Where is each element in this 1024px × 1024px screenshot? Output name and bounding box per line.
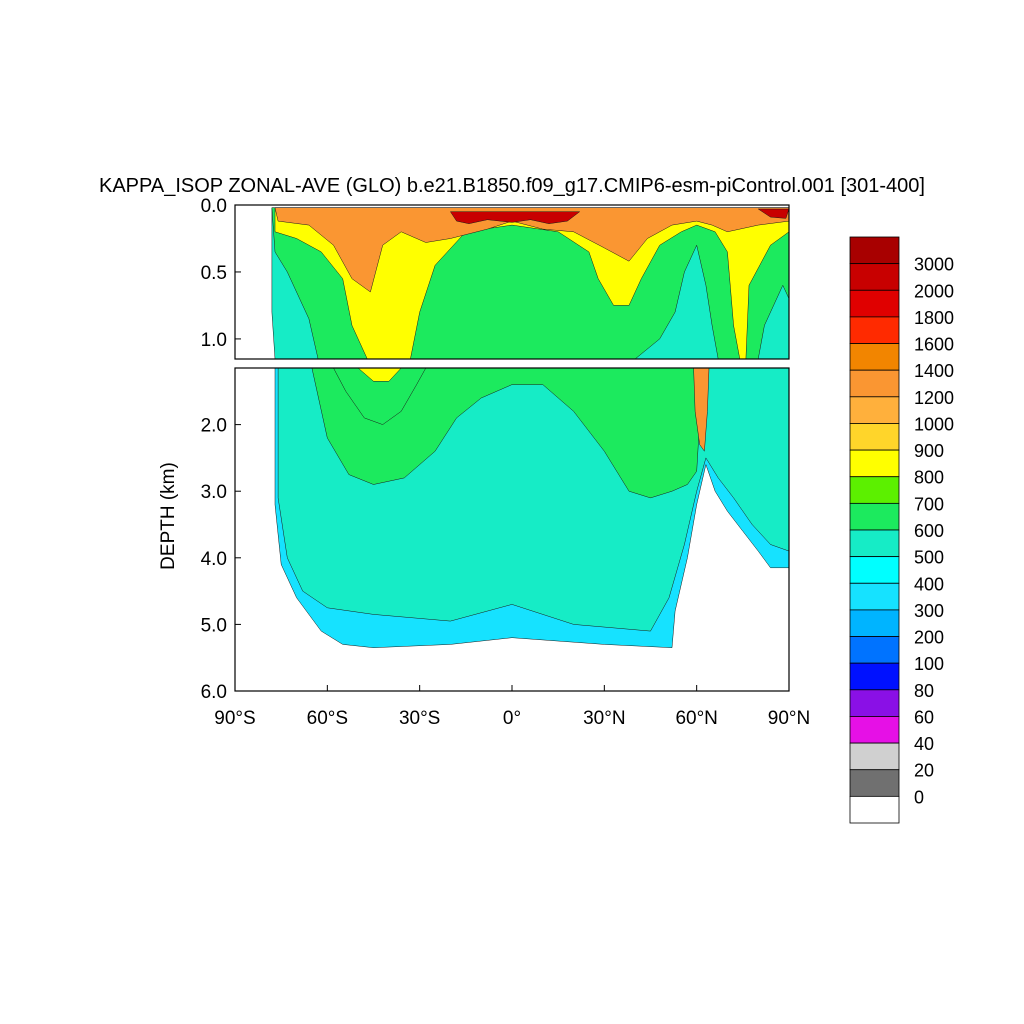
upper-ocean-zone — [274, 207, 790, 293]
colorbar-swatch — [849, 636, 900, 664]
colorbar-label: 3000 — [914, 255, 954, 275]
colorbar-swatch — [849, 662, 900, 691]
colorbar-swatch — [849, 582, 900, 611]
colorbar-label: 700 — [914, 494, 944, 514]
thermocline-zone — [333, 367, 427, 425]
upper-y-tick-label: 0.0 — [201, 196, 227, 217]
colorbar-swatch — [849, 343, 900, 371]
colorbar-label: 1600 — [914, 335, 954, 355]
lower-y-tick-label: 3.0 — [201, 482, 227, 503]
colorbar-label: 2000 — [914, 281, 954, 301]
colorbar-label: 1400 — [914, 361, 954, 381]
colorbar-label: 40 — [914, 734, 934, 754]
colorbar-label: 200 — [914, 628, 944, 648]
colorbar-label: 1200 — [914, 388, 954, 408]
colorbar-label: 900 — [914, 441, 944, 461]
upper-panel: 0.0 0.5 1.0 — [201, 196, 790, 360]
colorbar-swatch — [849, 716, 900, 744]
x-tick-label: 30°S — [399, 708, 440, 729]
colorbar-swatch — [849, 423, 900, 451]
upper-y-tick-label: 1.0 — [201, 330, 227, 351]
x-tick-label: 30°N — [583, 708, 625, 729]
colorbar-swatch — [849, 795, 900, 824]
colorbar-label: 800 — [914, 468, 944, 488]
colorbar-label: 100 — [914, 654, 944, 674]
colorbar-swatch — [849, 236, 900, 265]
colorbar-swatch — [849, 556, 900, 584]
lower-y-tick-label: 6.0 — [201, 682, 227, 703]
lower-panel-field — [274, 367, 790, 648]
colorbar-label: 0 — [914, 787, 924, 807]
colorbar-label: 1800 — [914, 308, 954, 328]
lower-y-tick-label: 2.0 — [201, 416, 227, 437]
x-tick-label: 90°S — [214, 708, 255, 729]
y-axis-label: DEPTH (km) — [158, 462, 179, 570]
colorbar-swatch — [849, 689, 900, 717]
colorbar-label: 20 — [914, 761, 934, 781]
x-tick-label: 60°N — [675, 708, 717, 729]
x-tick-label: 60°S — [307, 708, 348, 729]
colorbar-label: 60 — [914, 707, 934, 727]
near-surface-maximum — [449, 211, 581, 224]
colorbar-swatch — [849, 263, 900, 291]
colorbar-label: 1000 — [914, 414, 954, 434]
colorbar-label: 80 — [914, 681, 934, 701]
lower-y-tick-label: 4.0 — [201, 549, 227, 570]
colorbar-swatch — [849, 369, 900, 398]
lower-panel: 2.03.04.05.06.0 90°S 60°S 30°S 0° 30°N 60°N 90… — [201, 367, 810, 729]
chart-title: KAPPA_ISOP ZONAL-AVE (GLO) b.e21.B1850.f… — [99, 175, 925, 197]
colorbar-label: 300 — [914, 601, 944, 621]
colorbar-swatch — [849, 529, 900, 558]
colorbar-swatch — [849, 476, 900, 504]
thermocline-zone — [311, 367, 704, 499]
colorbar-label: 600 — [914, 521, 944, 541]
upper-y-axis: 0.0 0.5 1.0 — [201, 196, 241, 351]
colorbar-swatch — [849, 742, 900, 771]
colorbar-swatch — [849, 502, 900, 531]
upper-panel-frame — [234, 204, 790, 360]
colorbar-swatch — [849, 316, 900, 344]
colorbar-swatch — [849, 769, 900, 797]
colorbar-swatch — [849, 609, 900, 637]
x-tick-label: 90°N — [768, 708, 810, 729]
colorbar-swatch — [849, 396, 900, 424]
x-axis: 90°S 60°S 30°S 0° 30°N 60°N 90°N — [214, 685, 810, 729]
near-surface-maximum — [757, 208, 790, 219]
colorbar-swatch — [849, 289, 900, 318]
lower-y-axis: 2.0 3.0 4.0 5.0 6.0 — [201, 416, 241, 703]
colorbar: 3000200018001600140012001000900800700600… — [849, 236, 954, 824]
x-tick-label: 0° — [503, 708, 521, 729]
colorbar-label: 500 — [914, 548, 944, 568]
lower-y-tick-label: 5.0 — [201, 615, 227, 636]
colorbar-label: 400 — [914, 574, 944, 594]
upper-y-tick-label: 0.5 — [201, 263, 227, 284]
upper-panel-field — [271, 207, 790, 360]
colorbar-swatch — [849, 449, 900, 478]
